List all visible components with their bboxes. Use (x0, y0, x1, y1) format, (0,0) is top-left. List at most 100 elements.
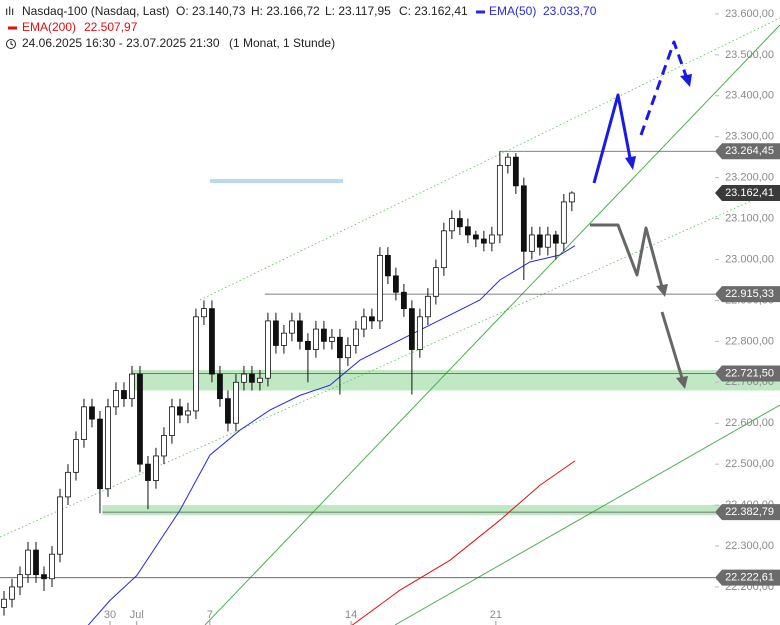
y-tick-label: 22.600,00 (725, 417, 774, 429)
legend-name: EMA(50) (489, 4, 536, 18)
candle-body (89, 406, 95, 420)
candle-body (201, 308, 207, 318)
candle-body (97, 418, 103, 490)
support-zone (131, 370, 780, 391)
candle-body (121, 390, 127, 400)
clock-hand (10, 41, 14, 46)
price-tag-label: 22.915,33 (725, 288, 774, 300)
candle-body (153, 455, 159, 481)
header: ılı Nasdaq-100 (Nasdaq, Last) O: 23.140,… (5, 4, 597, 50)
y-tick-label: 23.600,00 (725, 8, 774, 20)
candle-body (480, 238, 487, 244)
price-tag-label: 22.721,50 (725, 367, 774, 379)
channel-lower (0, 187, 780, 538)
candle-body (25, 549, 31, 576)
ohlc-open: O: 23.140,73 (176, 4, 246, 18)
candle-body (217, 373, 223, 400)
arrows (590, 40, 692, 389)
clock-icon (6, 39, 16, 49)
candle-body (456, 218, 463, 228)
candle-body (392, 275, 399, 293)
y-tick-label: 23.200,00 (725, 172, 774, 184)
chart-title: Nasdaq-100 (Nasdaq, Last) (22, 4, 169, 18)
candle-body (1, 598, 7, 608)
y-tick-label: 22.300,00 (725, 540, 774, 552)
icon: ılı (5, 4, 14, 18)
candle-body (73, 439, 79, 473)
candle-body (345, 345, 351, 359)
candle-body (185, 410, 191, 416)
candle-body (512, 156, 519, 187)
candle-body (488, 234, 495, 244)
candle-body (65, 471, 71, 498)
x-tick-label: 7 (207, 609, 213, 621)
price-tag (715, 185, 780, 202)
candle-body (81, 406, 87, 440)
y-tick-label: 23.300,00 (725, 131, 774, 143)
candle-body (528, 234, 535, 252)
ema-line (87, 245, 576, 625)
candle-body (265, 320, 271, 379)
candle-body (408, 308, 415, 350)
price-tag (715, 504, 780, 521)
candle-body (424, 295, 431, 318)
ohlc-low: L: 23.117,95 (325, 4, 391, 18)
arrow-dashed-path (639, 40, 688, 136)
candle-body (273, 320, 279, 346)
y-tick-label: 23.000,00 (725, 253, 774, 265)
interval: (1 Monat, 1 Stunde) (229, 36, 335, 50)
price-tag-label: 23.162,41 (725, 187, 774, 199)
candle-body (313, 328, 319, 350)
y-tick-label: 23.400,00 (725, 90, 774, 102)
trendlines (0, 17, 780, 625)
candle-body (305, 340, 311, 350)
candle-body (33, 549, 39, 576)
candle-body (105, 406, 111, 490)
price-tag-label: 22.222,61 (725, 572, 774, 584)
candle-body (368, 316, 375, 322)
arrow-up-path (592, 93, 632, 184)
ohlc-high: H: 23.166,72 (251, 4, 320, 18)
candle-body (193, 316, 199, 412)
ema-line (351, 460, 576, 625)
candle-body (384, 255, 391, 277)
legend-value: 22.507,97 (84, 20, 138, 34)
candle-body (209, 308, 215, 375)
ohlc-close: C: 23.162,41 (399, 4, 468, 18)
candle-body (520, 185, 527, 252)
candle-body (496, 164, 503, 236)
candle-body (289, 320, 295, 334)
candle-body (113, 390, 119, 408)
candle-body (472, 234, 479, 240)
price-tag (715, 365, 780, 382)
candle-body (400, 291, 407, 310)
y-tick-label: 22.800,00 (725, 335, 774, 347)
arrow-down-path (660, 311, 684, 379)
candle-body (129, 373, 135, 400)
arrow-head (676, 376, 688, 389)
candle-body (464, 226, 471, 236)
candle-body (560, 201, 567, 244)
arrow-down-path (590, 223, 664, 288)
candle-body (329, 336, 335, 342)
y-tick-label: 23.500,00 (725, 49, 774, 61)
candle-body (504, 156, 511, 166)
x-tick-label: 21 (490, 609, 502, 621)
candle-body (161, 435, 167, 457)
candle-body (440, 230, 447, 269)
candle-body (233, 381, 239, 424)
candle-body (321, 328, 327, 342)
price-tag-label: 23.264,45 (725, 145, 774, 157)
candle-body (9, 586, 15, 600)
candle-body (41, 574, 47, 580)
candle-body (337, 336, 343, 359)
legend-name: EMA(200) (22, 20, 76, 34)
candle-body (353, 328, 359, 346)
candle-body (249, 373, 255, 383)
arrow-head (656, 284, 668, 297)
candle-body (17, 574, 23, 588)
candle-body (297, 320, 303, 342)
candle-body (177, 406, 183, 416)
